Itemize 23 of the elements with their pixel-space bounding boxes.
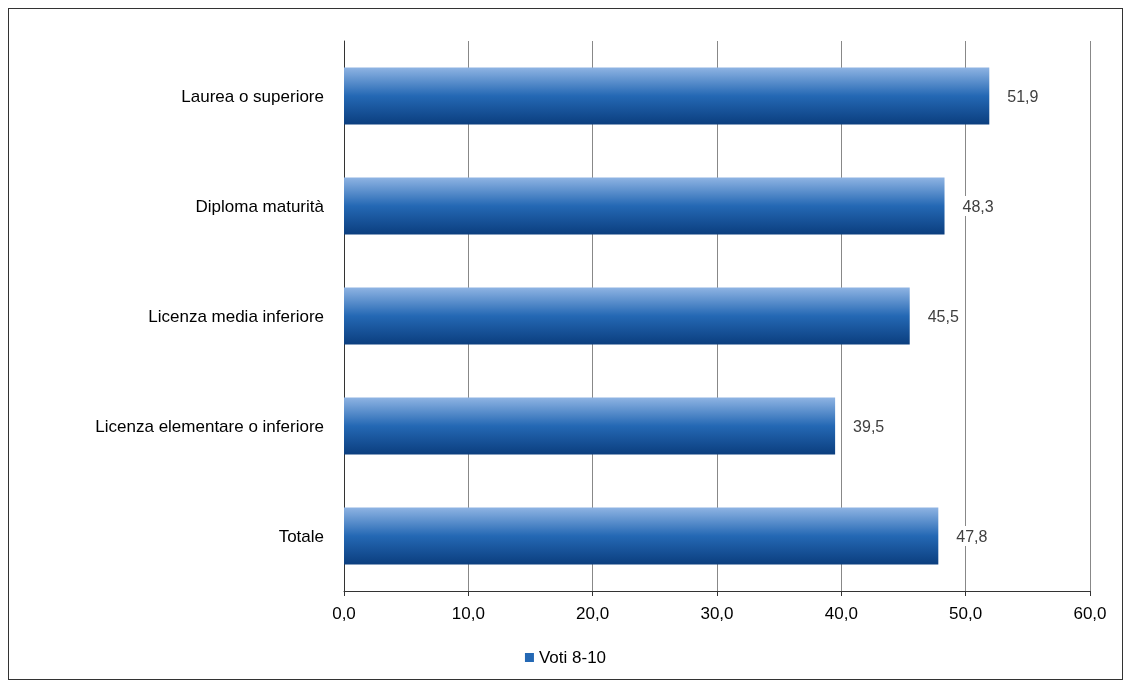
x-tick-label: 10,0 (451, 604, 485, 623)
data-label: 48,3 (962, 197, 994, 215)
bar (344, 507, 939, 565)
x-tick-label: 20,0 (576, 604, 610, 623)
x-tick-label: 0,0 (332, 604, 356, 623)
data-label: 51,9 (1007, 87, 1039, 105)
x-tick-label: 60,0 (1073, 604, 1107, 623)
y-tick-label: Laurea o superiore (181, 86, 324, 106)
data-label: 47,8 (956, 527, 988, 545)
x-tick-label: 40,0 (824, 604, 858, 623)
data-label: 39,5 (853, 417, 885, 435)
bar (344, 177, 945, 235)
x-tick-label: 30,0 (700, 604, 734, 623)
legend-label: Voti 8-10 (538, 648, 607, 667)
y-tick-label: Licenza media inferiore (148, 306, 324, 326)
y-tick-label: Licenza elementare o inferiore (95, 416, 324, 436)
data-label: 45,5 (927, 307, 959, 325)
bar (344, 397, 836, 455)
y-tick-label: Totale (278, 526, 324, 546)
y-tick-label: Diploma maturità (195, 196, 325, 216)
bar (344, 67, 990, 125)
x-tick-label: 50,0 (949, 604, 983, 623)
bar (344, 287, 910, 345)
